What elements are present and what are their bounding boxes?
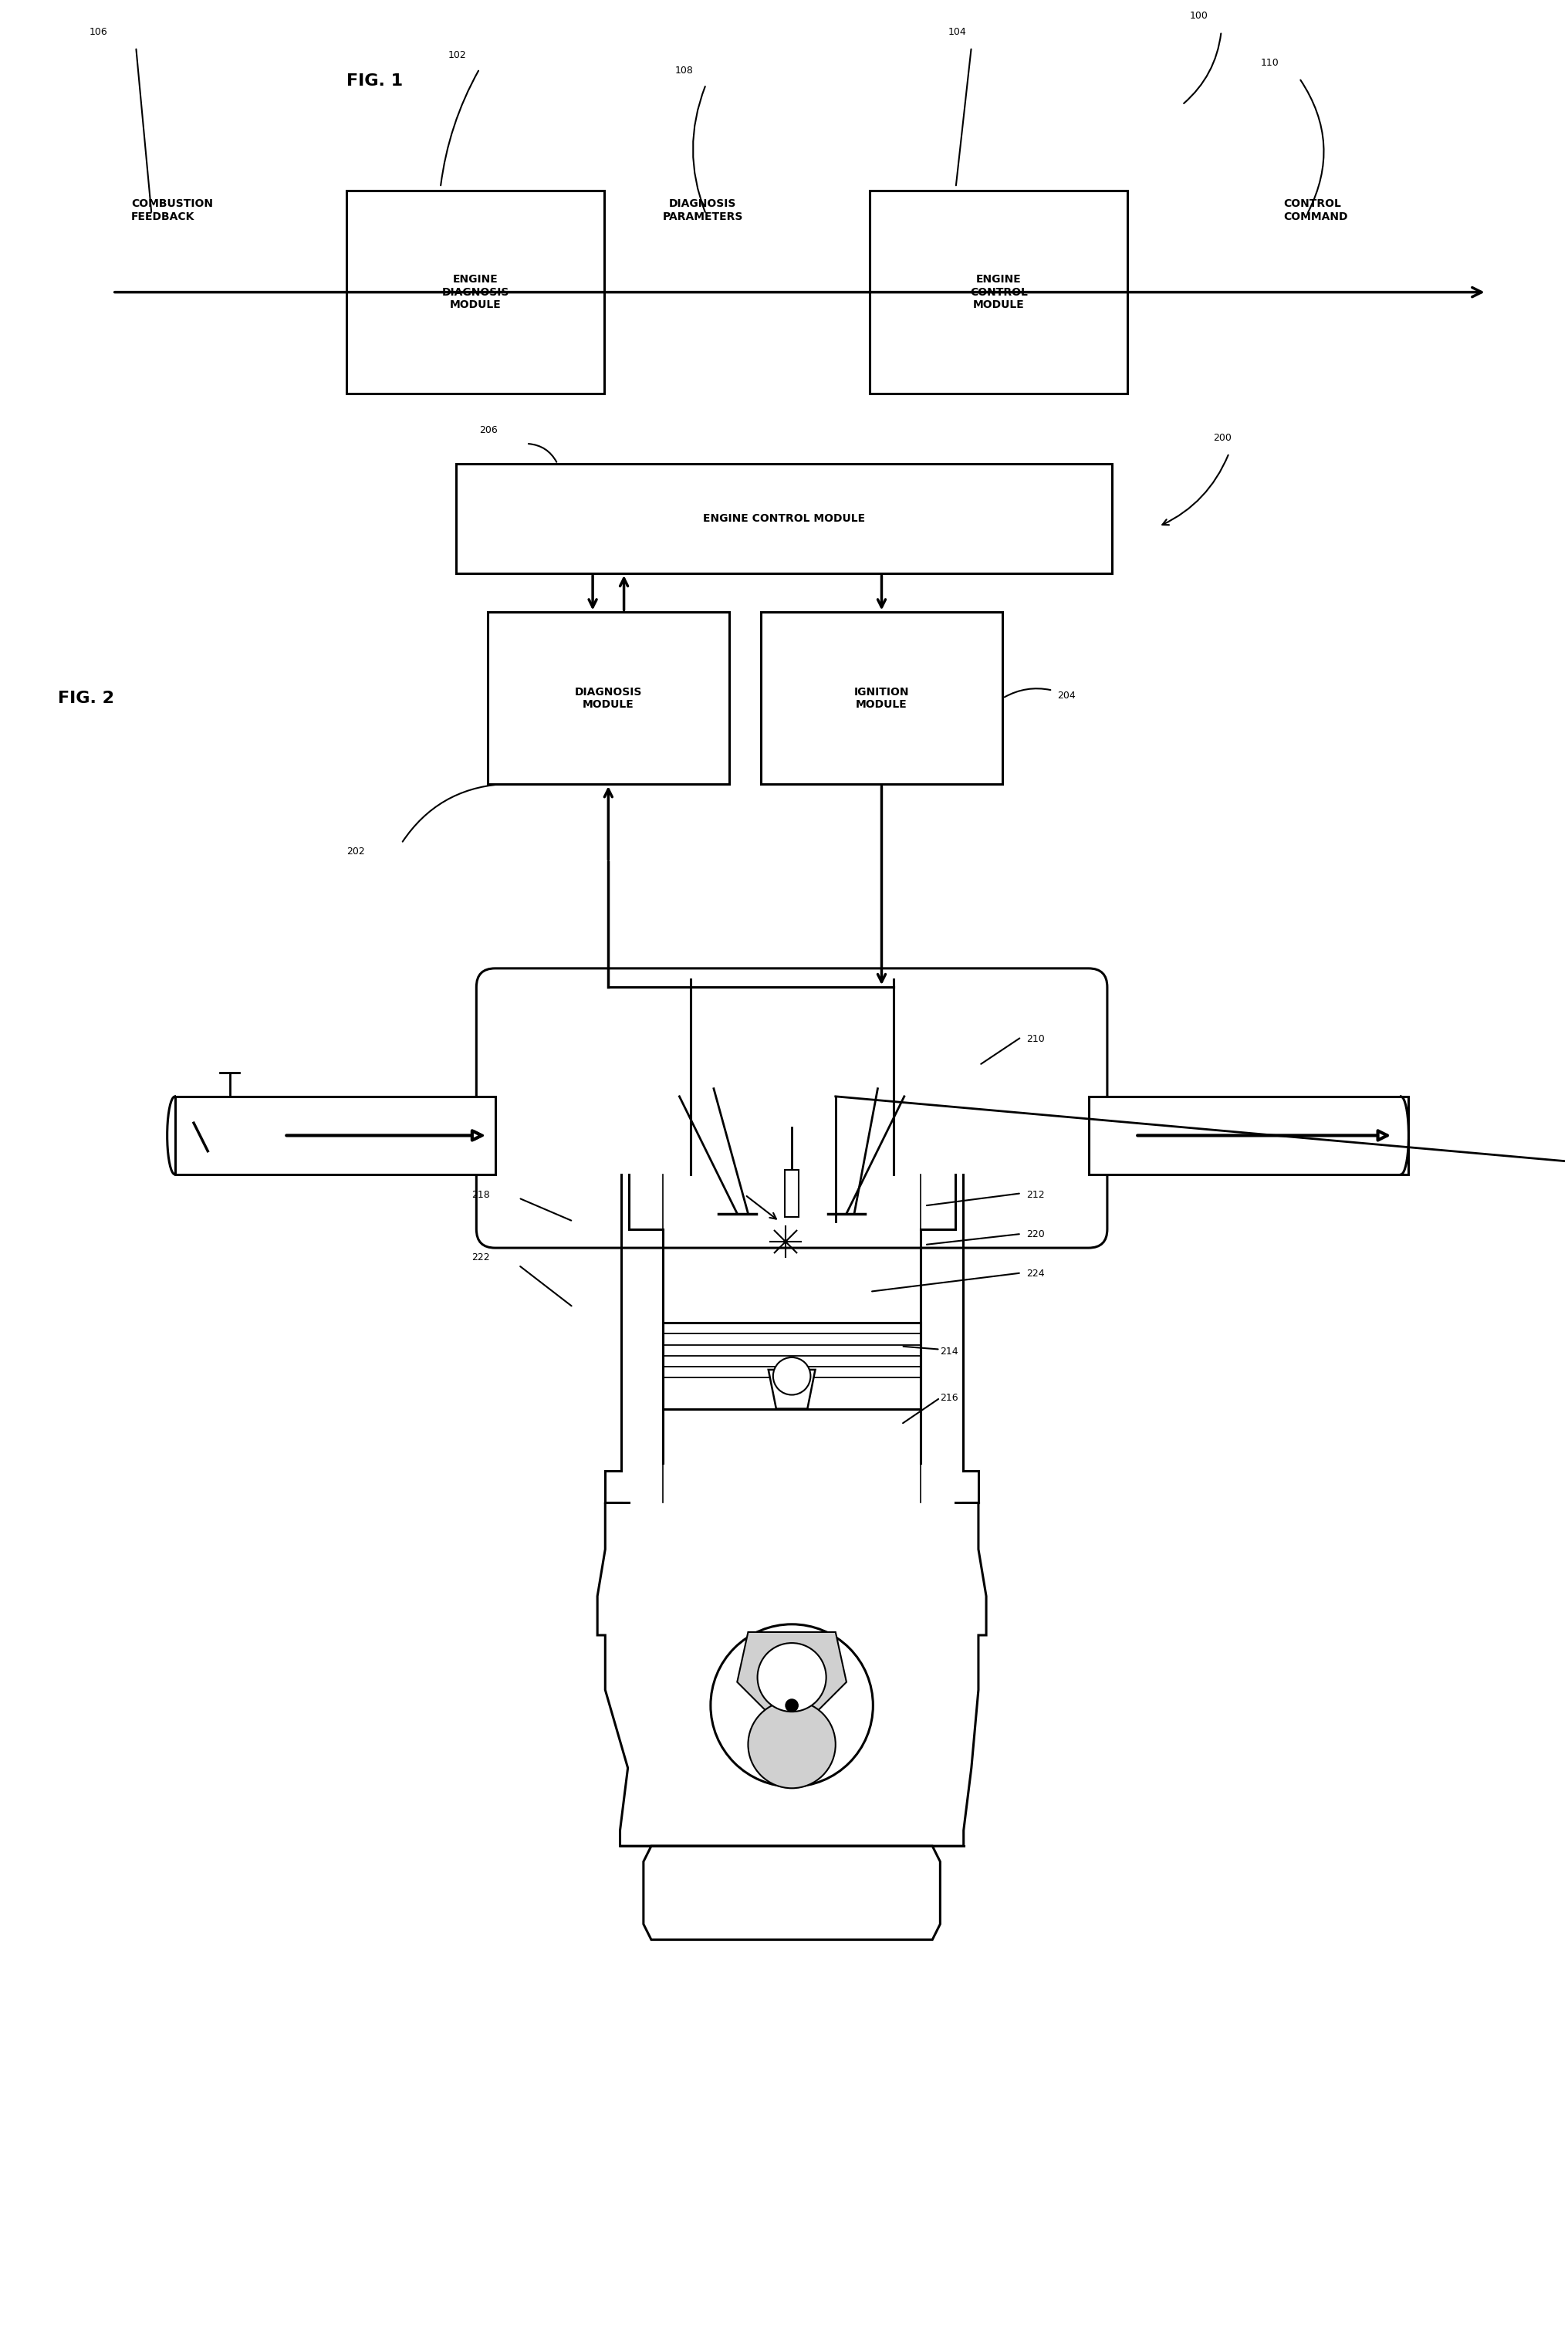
PathPatch shape <box>597 1503 986 1846</box>
Text: DIAGNOSIS
MODULE: DIAGNOSIS MODULE <box>574 686 641 709</box>
Text: 100: 100 <box>1190 12 1209 21</box>
Text: 220: 220 <box>1025 1229 1044 1240</box>
Text: 200: 200 <box>1214 432 1232 444</box>
Polygon shape <box>643 1846 941 1940</box>
Text: COMBUSTION
FEEDBACK: COMBUSTION FEEDBACK <box>132 200 213 221</box>
Circle shape <box>773 1358 811 1395</box>
Circle shape <box>757 1642 826 1712</box>
Circle shape <box>748 1701 836 1788</box>
Text: 224: 224 <box>1025 1268 1044 1278</box>
Text: ENGINE
CONTROL
MODULE: ENGINE CONTROL MODULE <box>971 275 1027 310</box>
Bar <box>760 613 1002 785</box>
Text: 204: 204 <box>1057 691 1076 700</box>
Text: ENGINE
DIAGNOSIS
MODULE: ENGINE DIAGNOSIS MODULE <box>442 275 510 310</box>
Text: 214: 214 <box>941 1346 958 1355</box>
Text: CONTROL
COMMAND: CONTROL COMMAND <box>1284 200 1348 221</box>
Text: 104: 104 <box>949 26 966 38</box>
Bar <box>663 1322 920 1409</box>
Text: IGNITION
MODULE: IGNITION MODULE <box>855 686 909 709</box>
Text: 102: 102 <box>448 49 467 61</box>
Bar <box>870 190 1127 395</box>
Text: 210: 210 <box>1025 1034 1044 1043</box>
Text: 202: 202 <box>347 846 365 857</box>
Text: 106: 106 <box>89 26 108 38</box>
Text: FIG. 1: FIG. 1 <box>347 73 403 89</box>
Circle shape <box>710 1623 873 1788</box>
Bar <box>784 1170 798 1217</box>
Text: 206: 206 <box>480 425 497 435</box>
Bar <box>347 190 604 395</box>
Text: 222: 222 <box>472 1252 489 1264</box>
Bar <box>1088 1097 1408 1174</box>
Bar <box>488 613 729 785</box>
Text: 216: 216 <box>941 1393 958 1402</box>
Text: ENGINE CONTROL MODULE: ENGINE CONTROL MODULE <box>702 512 866 524</box>
Text: FIG. 2: FIG. 2 <box>58 691 114 705</box>
Circle shape <box>786 1698 798 1712</box>
Text: 110: 110 <box>1261 59 1278 68</box>
Text: DIAGNOSIS
PARAMETERS: DIAGNOSIS PARAMETERS <box>663 200 743 221</box>
FancyBboxPatch shape <box>477 968 1107 1247</box>
Polygon shape <box>737 1633 847 1722</box>
Text: 108: 108 <box>674 66 693 75</box>
Text: 218: 218 <box>472 1191 491 1200</box>
Text: 212: 212 <box>1025 1191 1044 1200</box>
Polygon shape <box>768 1369 815 1409</box>
Bar <box>176 1097 495 1174</box>
Bar <box>456 465 1112 573</box>
